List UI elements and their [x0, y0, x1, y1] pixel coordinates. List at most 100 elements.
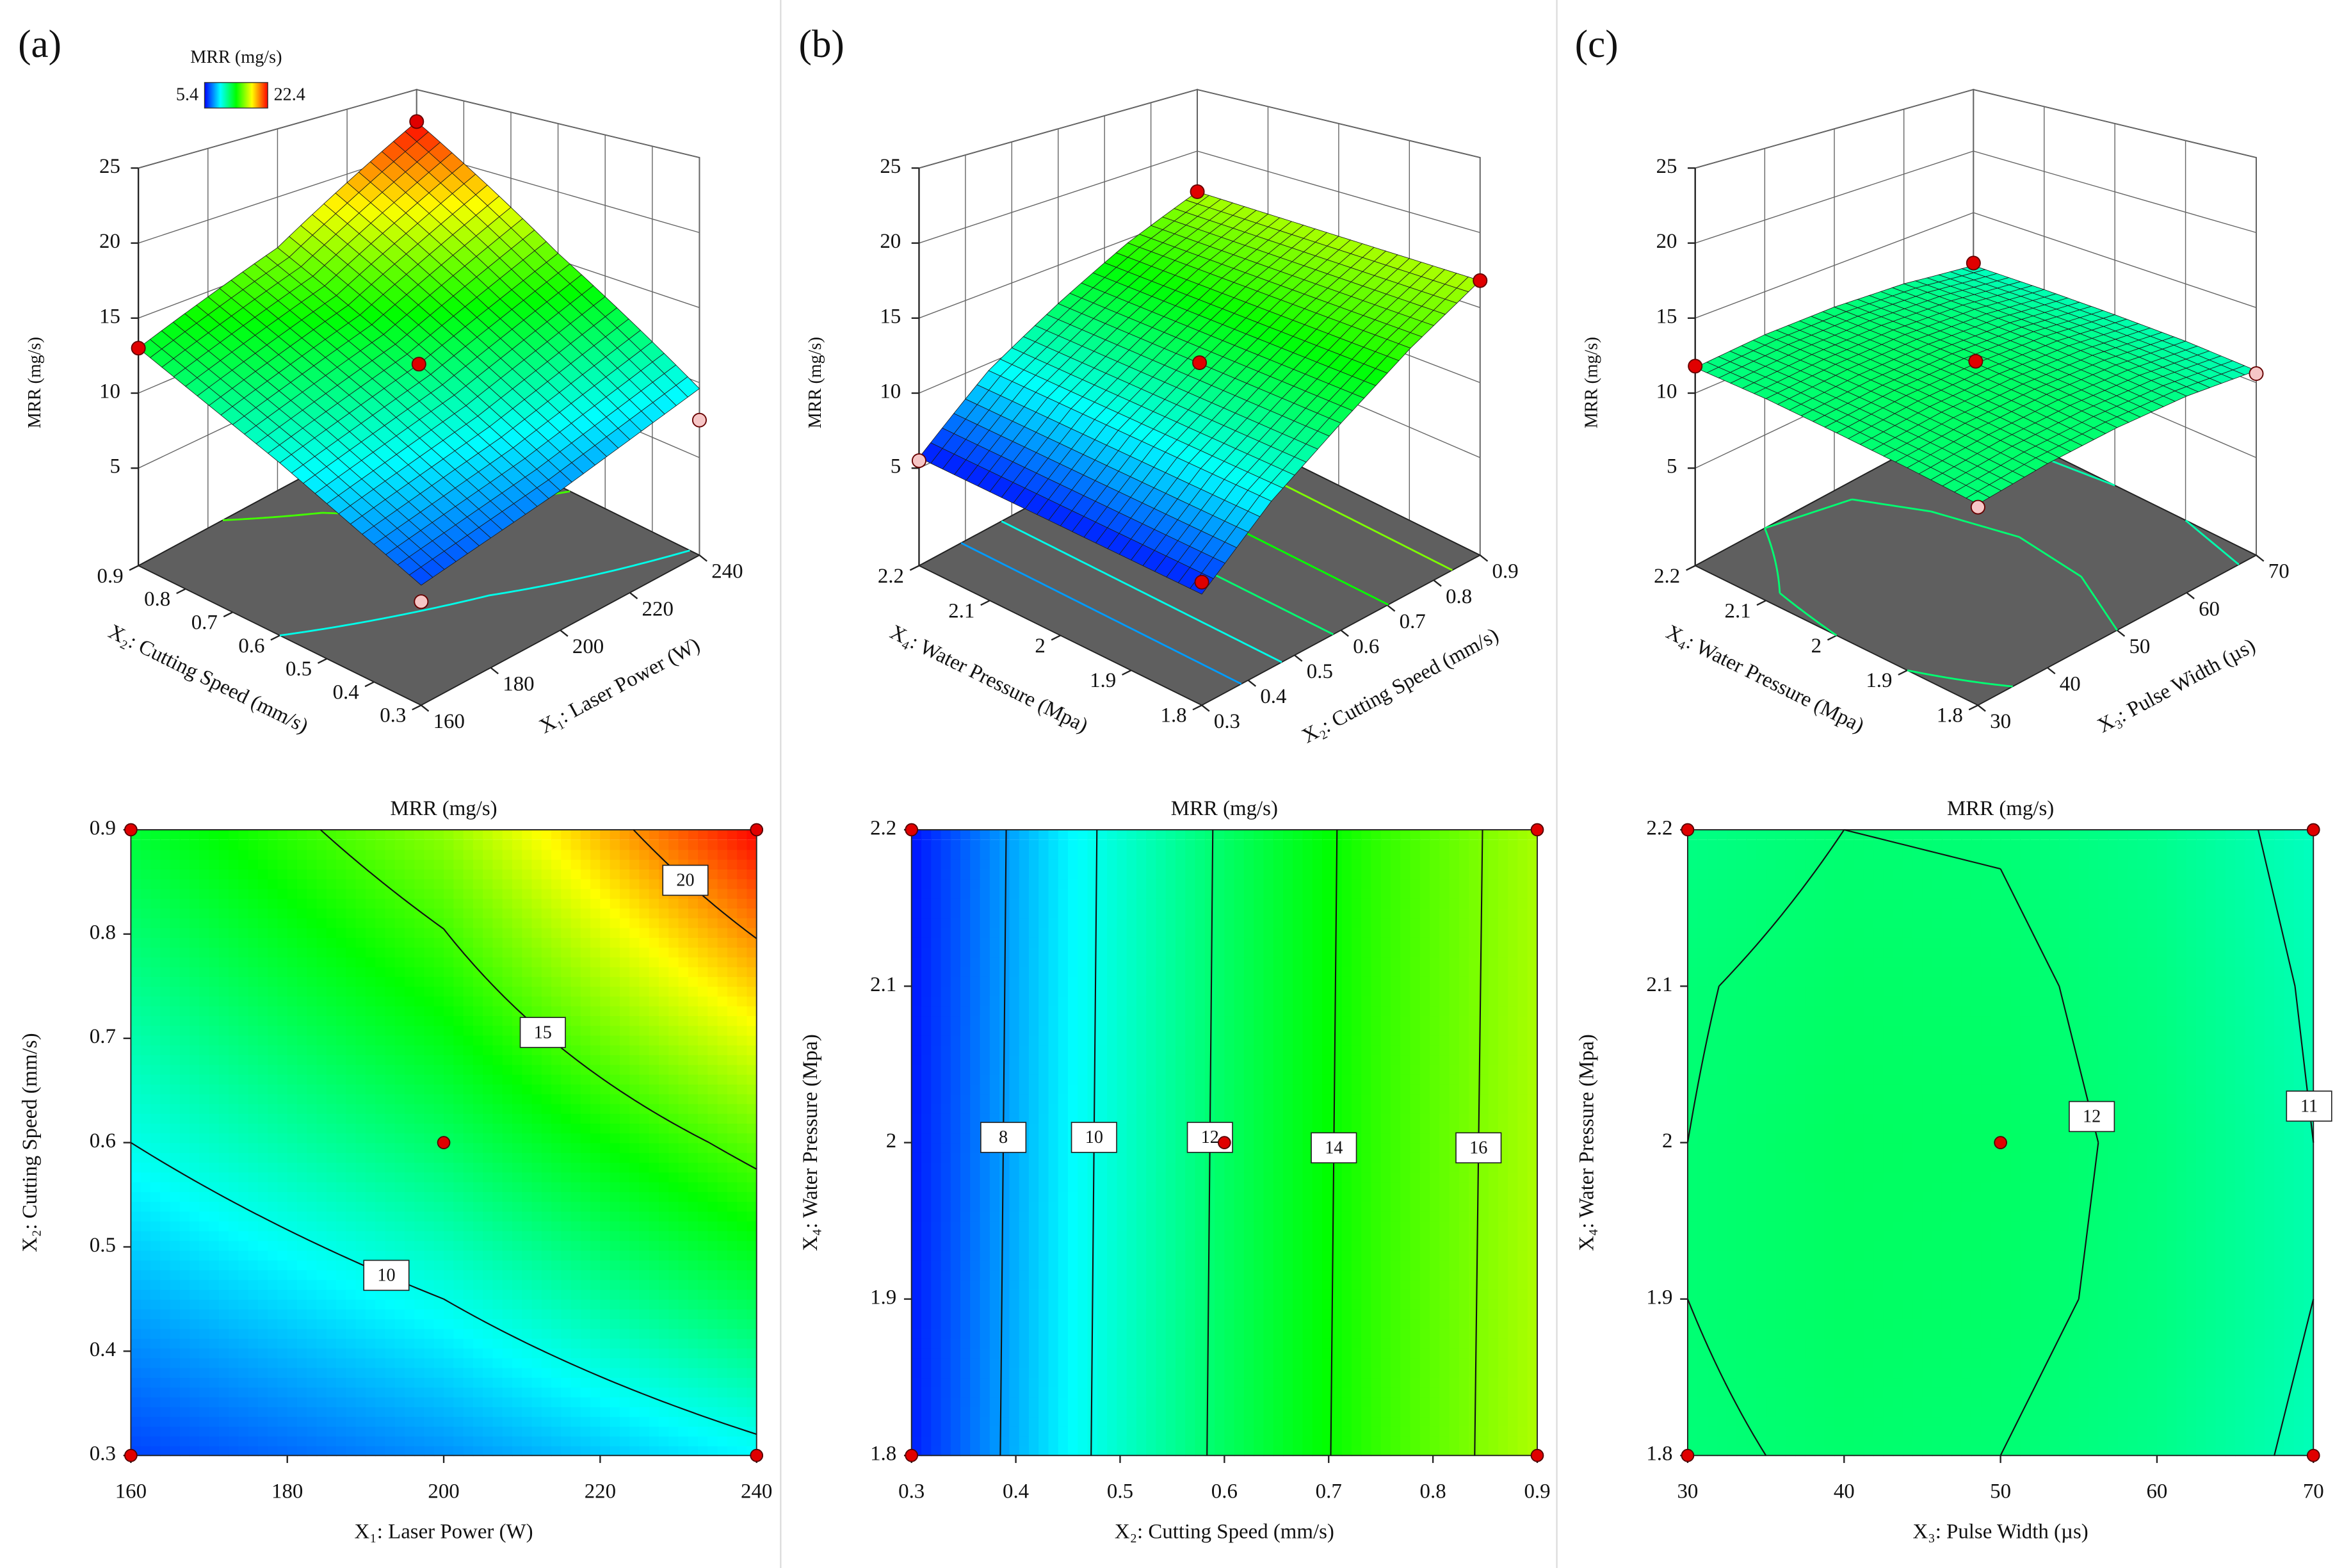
- design-point: [409, 114, 424, 129]
- fill-cell: [238, 937, 249, 948]
- fill-cell: [707, 1318, 718, 1329]
- fill-cell: [199, 859, 210, 869]
- fill-cell: [698, 1181, 709, 1192]
- fill-cell: [209, 1142, 220, 1153]
- fill-cell: [209, 1025, 220, 1036]
- fill-cell: [424, 1328, 435, 1339]
- fill-cell: [688, 1250, 699, 1261]
- fill-cell: [394, 1074, 405, 1085]
- fill-cell: [483, 986, 494, 997]
- fill-cell: [355, 1318, 366, 1329]
- fill-cell: [717, 1240, 728, 1251]
- fill-cell: [639, 869, 650, 880]
- fill-cell: [316, 1191, 327, 1202]
- fill-cell: [512, 849, 523, 860]
- fill-cell: [531, 986, 542, 997]
- fill-cell: [659, 957, 670, 967]
- fill-cell: [365, 1445, 376, 1457]
- fill-cell: [747, 1044, 757, 1056]
- z-tick-label: 25: [99, 155, 120, 178]
- fill-cell: [296, 878, 308, 889]
- fill-cell: [336, 1191, 347, 1202]
- fill-cell: [629, 927, 640, 938]
- fill-cell: [590, 898, 601, 909]
- fill-cell: [600, 986, 611, 997]
- fill-cell: [502, 1270, 513, 1281]
- fill-cell: [277, 1123, 288, 1134]
- fill-cell: [268, 1035, 279, 1046]
- fill-cell: [747, 1240, 757, 1251]
- fill-cell: [561, 1113, 572, 1124]
- fill-cell: [747, 976, 757, 987]
- fill-cell: [365, 1055, 376, 1065]
- fill-cell: [639, 1426, 650, 1437]
- fill-cell: [404, 917, 416, 928]
- fill-cell: [140, 1357, 151, 1368]
- fill-cell: [277, 1044, 288, 1056]
- fill-cell: [668, 1083, 679, 1095]
- fill-cell: [444, 908, 455, 919]
- fill-cell: [131, 849, 141, 860]
- fill-cell: [199, 917, 210, 928]
- fill-cell: [531, 1083, 542, 1095]
- fill-cell: [414, 1298, 425, 1310]
- fill-cell: [150, 1416, 161, 1427]
- fill-cell: [346, 1318, 357, 1329]
- fill-cell: [229, 976, 239, 987]
- fill-cell: [502, 1240, 513, 1251]
- fill-cell: [473, 1055, 484, 1065]
- fill-cell: [179, 1348, 190, 1359]
- fill-cell: [473, 1445, 484, 1457]
- fill-cell: [610, 1191, 620, 1202]
- fill-cell: [150, 1123, 161, 1134]
- fill-cell: [531, 908, 542, 919]
- fill-cell: [424, 1367, 435, 1378]
- fill-cell: [287, 1445, 298, 1457]
- fill-cell: [365, 849, 376, 860]
- fill-cell: [580, 1133, 592, 1144]
- fill-cell: [385, 1445, 396, 1457]
- fill-cell: [707, 839, 718, 850]
- fill-cell: [473, 1435, 484, 1446]
- y-tick: [223, 611, 233, 618]
- fill-cell: [287, 1220, 298, 1231]
- fill-cell: [150, 996, 161, 1006]
- fill-cell: [551, 878, 562, 889]
- fill-cell: [307, 1133, 318, 1144]
- fill-cell: [590, 1015, 601, 1026]
- fill-cell: [355, 1348, 366, 1359]
- fill-cell: [209, 1298, 220, 1310]
- fill-cell: [394, 859, 405, 869]
- fill-cell: [326, 966, 337, 977]
- fill-cell: [424, 1309, 435, 1320]
- fill-cell: [355, 927, 366, 938]
- fill-cell: [433, 859, 444, 869]
- fill-cell: [238, 1094, 249, 1104]
- fill-cell: [414, 1406, 425, 1418]
- fill-cell: [463, 1367, 474, 1378]
- fill-cell: [541, 1259, 552, 1271]
- fill-cell: [385, 1172, 396, 1183]
- fill-cell: [355, 1133, 366, 1144]
- fill-cell: [502, 1435, 513, 1446]
- fill-cell: [199, 878, 210, 889]
- fill-cell: [512, 1289, 523, 1300]
- fill-cell: [483, 1367, 494, 1378]
- fill-cell: [473, 1270, 484, 1281]
- fill-cell: [238, 1025, 249, 1036]
- fill-cell: [580, 1191, 592, 1202]
- fill-cell: [688, 1074, 699, 1085]
- fill-cell: [531, 1074, 542, 1085]
- fill-cell: [140, 1035, 151, 1046]
- fill-cell: [316, 1396, 327, 1407]
- fill-cell: [688, 976, 699, 987]
- fill-cell: [649, 1211, 659, 1222]
- fill-cell: [629, 1191, 640, 1202]
- fill-cell: [531, 1162, 542, 1173]
- fill-cell: [541, 1191, 552, 1202]
- fill-cell: [336, 1396, 347, 1407]
- fill-cell: [463, 966, 474, 977]
- fill-cell: [336, 1298, 347, 1310]
- fill-cell: [727, 1289, 738, 1300]
- fill-cell: [296, 1435, 308, 1446]
